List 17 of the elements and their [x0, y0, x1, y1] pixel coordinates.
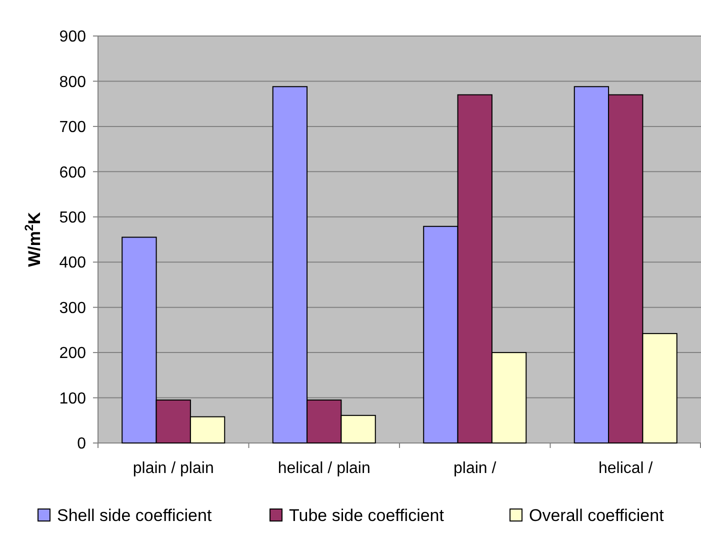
legend-label: Overall coefficient [529, 506, 664, 525]
y-tick-label: 0 [77, 436, 86, 453]
x-tick-label: plain / plain [132, 460, 214, 477]
y-tick-label: 100 [59, 390, 86, 408]
x-tick-label: helical / [598, 460, 654, 477]
y-tick-label: 900 [59, 28, 86, 46]
y-tick-label: 600 [59, 164, 86, 182]
legend-label: Shell side coefficient [57, 506, 212, 525]
y-tick-label: 500 [59, 209, 86, 226]
x-tick-label: plain / [454, 460, 497, 477]
y-tick-label: 400 [59, 254, 86, 272]
y-tick-label: 200 [59, 345, 86, 362]
y-tick-label: 800 [59, 74, 86, 91]
legend-label: Tube side coefficient [289, 506, 444, 525]
x-tick-label: helical / plain [278, 460, 370, 477]
y-tick-label: 300 [59, 300, 86, 317]
y-tick-label: 700 [59, 119, 86, 136]
